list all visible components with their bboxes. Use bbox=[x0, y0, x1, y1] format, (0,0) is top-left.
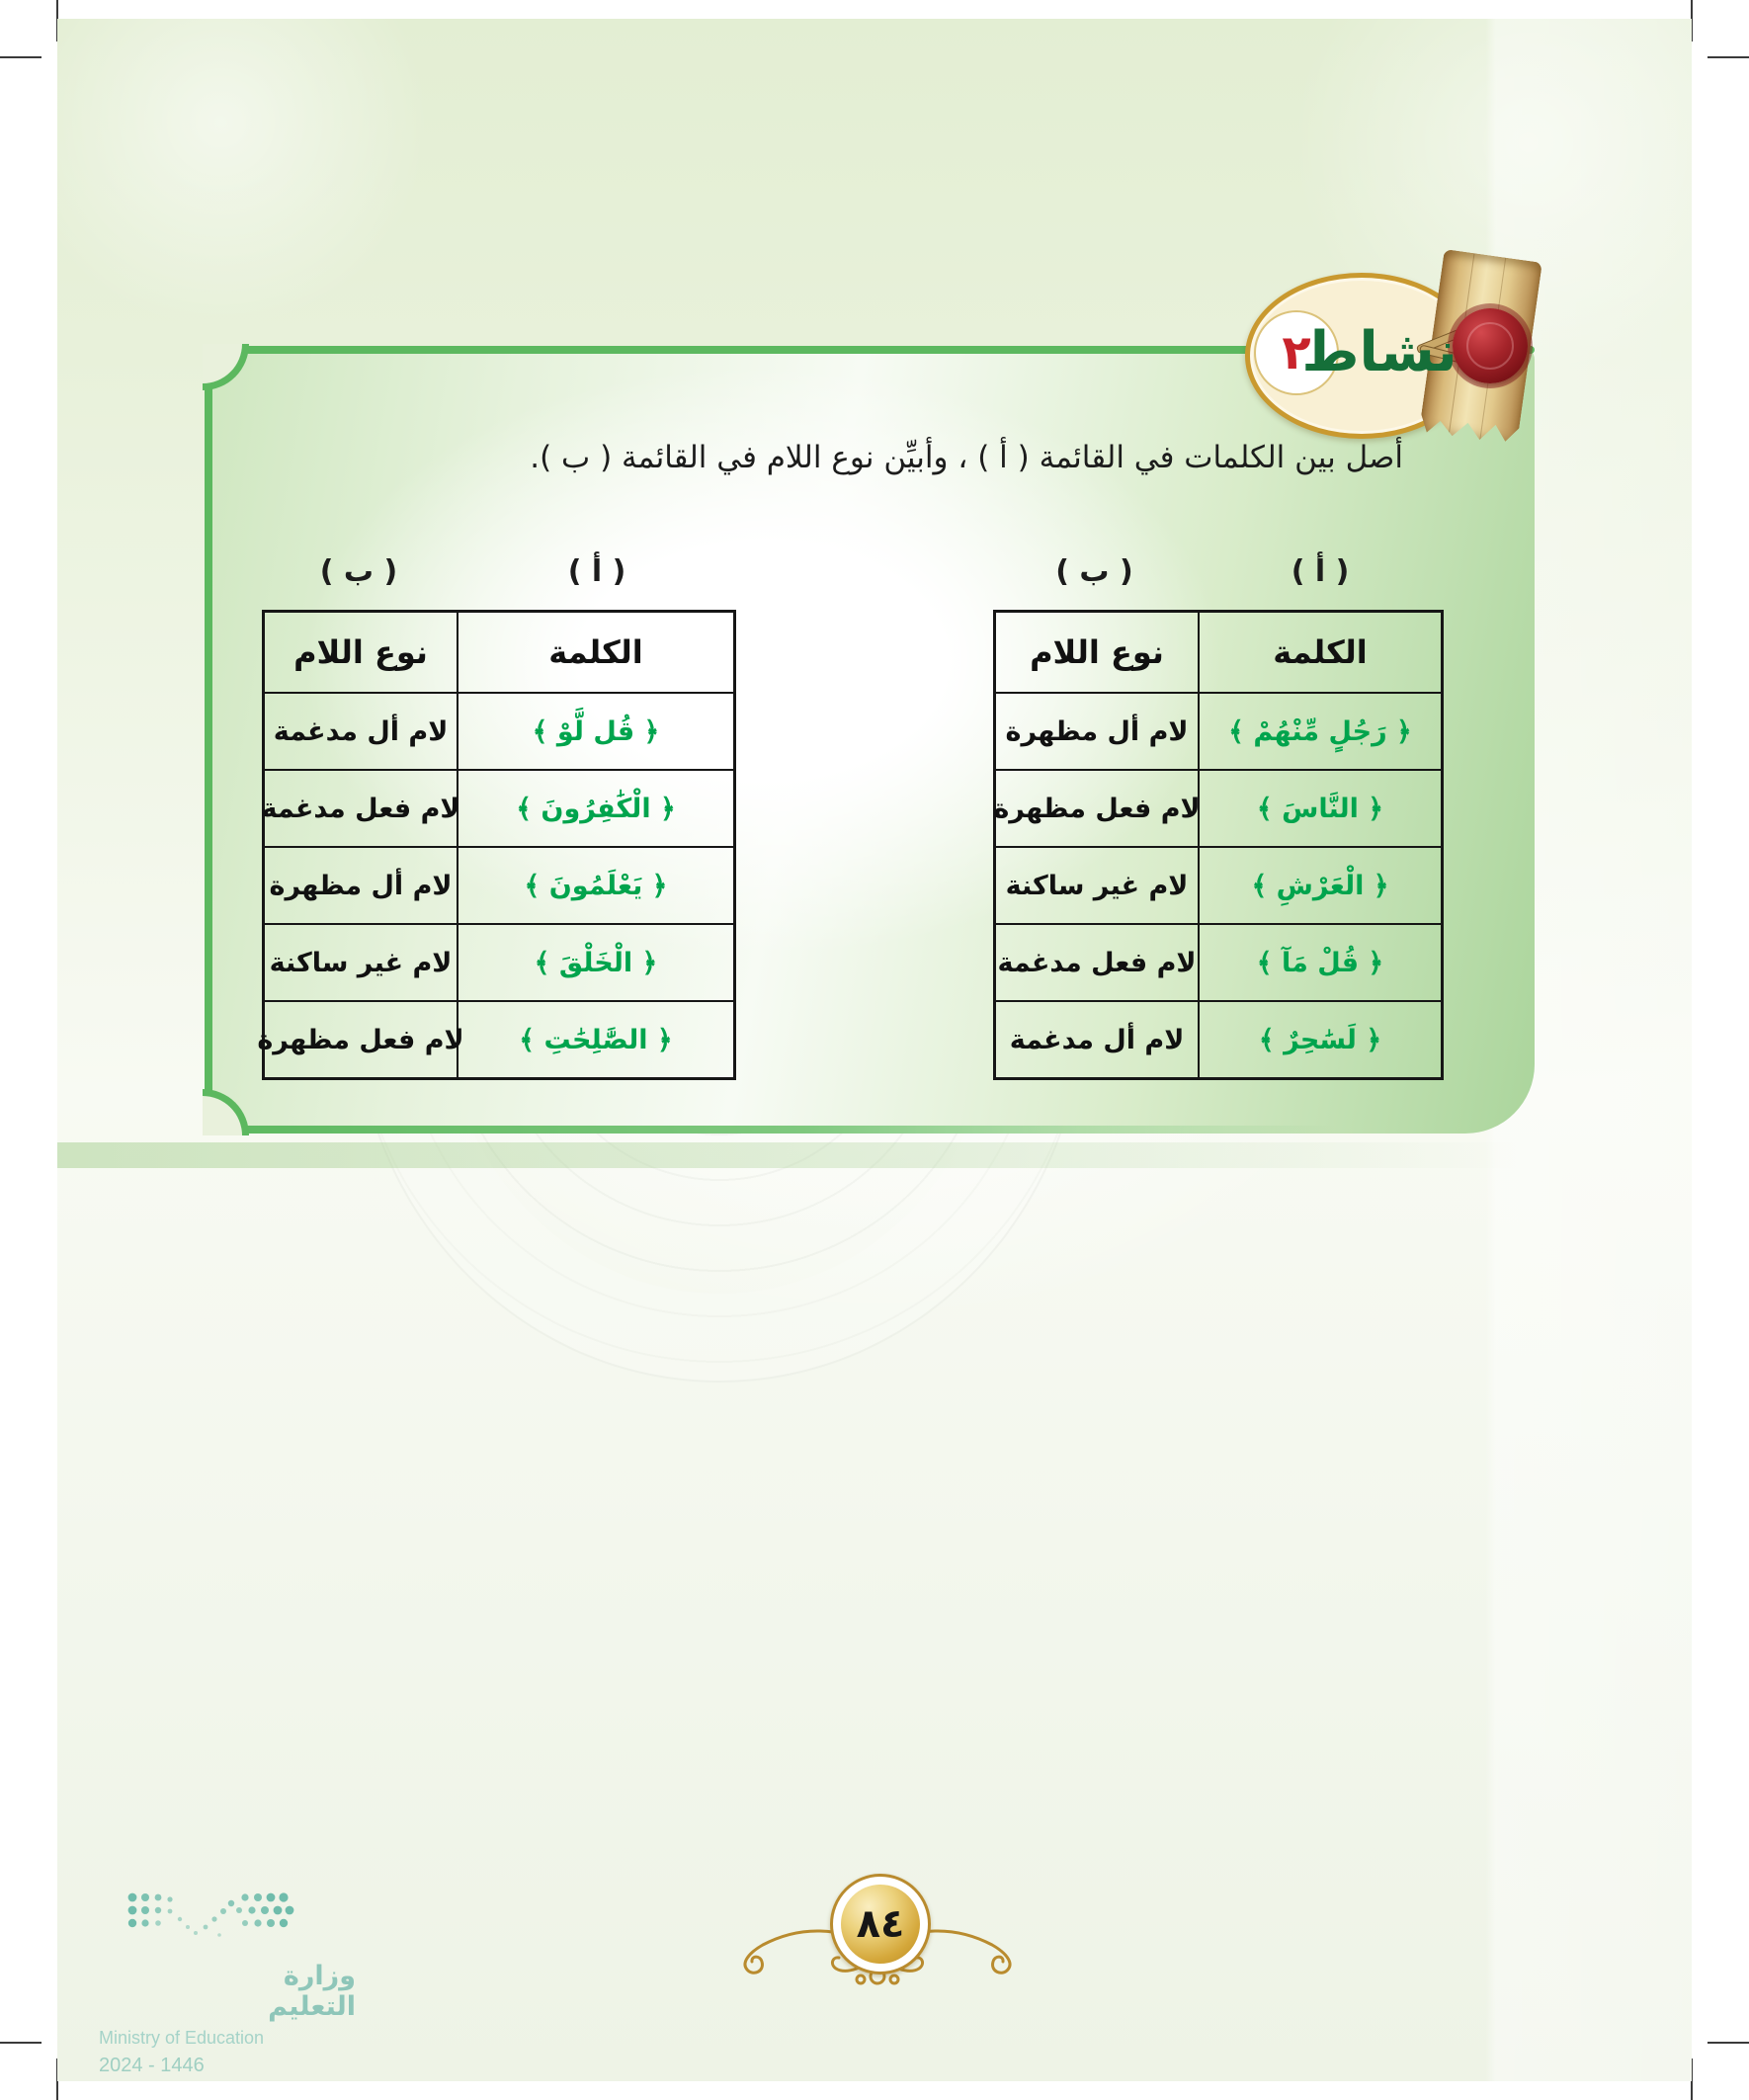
frame-border-top bbox=[205, 346, 1535, 354]
column-label-a: ( أ ) bbox=[567, 553, 626, 589]
quran-word: ﴿ النَّاسَ ﴾ bbox=[1199, 770, 1442, 847]
activity-label: نشاط bbox=[1301, 319, 1458, 384]
word-header: الكلمة bbox=[1199, 612, 1442, 693]
ministry-dots-icon bbox=[127, 1892, 294, 1937]
quran-word: ﴿ قُلْ مَآ ﴾ bbox=[1199, 924, 1442, 1001]
ministry-name-english: Ministry of Education bbox=[99, 2028, 265, 2048]
quran-word: ﴿ لَسَٰحِرٌ ﴾ bbox=[1199, 1001, 1442, 1078]
lam-type: لام أل مدغمة bbox=[264, 693, 458, 770]
word-header: الكلمة bbox=[458, 612, 734, 693]
frame-border-left bbox=[205, 346, 212, 1134]
activity-number-circle: ٢ bbox=[1254, 310, 1339, 395]
crop-mark bbox=[1707, 2042, 1749, 2044]
instruction-text: أصل بين الكلمات في القائمة ( أ ) ، وأبيِ… bbox=[530, 440, 1403, 475]
lam-type: لام فعل مظهرة bbox=[993, 770, 1201, 847]
lam-type: لام فعل مظهرة bbox=[257, 1001, 464, 1078]
column-label-b: ( ب ) bbox=[319, 553, 398, 589]
frame-corner-notch bbox=[203, 344, 249, 390]
quran-word: ﴿ الْكَٰفِرُونَ ﴾ bbox=[458, 770, 734, 847]
lam-header: نوع اللام bbox=[264, 612, 458, 693]
crop-mark bbox=[0, 2042, 42, 2044]
wax-seal-icon bbox=[1453, 308, 1528, 383]
frame-border-bottom bbox=[205, 1126, 1535, 1134]
frame-corner-notch bbox=[203, 1089, 249, 1135]
activity-panel bbox=[203, 344, 1535, 1135]
lam-type: لام فعل مدغمة bbox=[995, 924, 1199, 1001]
quran-word: ﴿ الصَّٰلِحَٰتِ ﴾ bbox=[458, 1001, 734, 1078]
activity-number: ٢ bbox=[1282, 325, 1311, 380]
matching-table-right: الكلمة نوع اللام ﴿ رَجُلٍ مِّنْهُمْ ﴾ لا… bbox=[993, 610, 1444, 1080]
crop-mark bbox=[1707, 56, 1749, 58]
lam-type: لام غير ساكنة bbox=[995, 847, 1199, 924]
quran-word: ﴿ الْعَرْشِ ﴾ bbox=[1199, 847, 1442, 924]
crop-mark bbox=[1691, 2058, 1693, 2100]
page-number: ٨٤ bbox=[856, 1901, 905, 1947]
page-number-disc: ٨٤ bbox=[841, 1885, 920, 1964]
quran-word: ﴿ قُل لَّوْ ﴾ bbox=[458, 693, 734, 770]
lam-type: لام غير ساكنة bbox=[264, 924, 458, 1001]
lam-type: لام فعل مدغمة bbox=[262, 770, 459, 847]
page-number-medallion: ٨٤ bbox=[830, 1874, 931, 1974]
quran-word: ﴿ رَجُلٍ مِّنْهُمْ ﴾ bbox=[1199, 693, 1442, 770]
quran-word: ﴿ الْخَلْقَ ﴾ bbox=[458, 924, 734, 1001]
edition-year: 2024 - 1446 bbox=[99, 2055, 205, 2076]
lam-header: نوع اللام bbox=[995, 612, 1199, 693]
quran-word: ﴿ يَعْلَمُونَ ﴾ bbox=[458, 847, 734, 924]
lam-type: لام أل مظهرة bbox=[264, 847, 458, 924]
crop-mark bbox=[1691, 0, 1693, 42]
lam-type: لام أل مدغمة bbox=[995, 1001, 1199, 1078]
lam-type: لام أل مظهرة bbox=[995, 693, 1199, 770]
ministry-name-arabic: وزارة التعليم bbox=[268, 1961, 356, 2022]
crop-mark bbox=[0, 56, 42, 58]
decorative-band bbox=[57, 1142, 1520, 1168]
ministry-logo: وزارة التعليم Ministry of Education 2024… bbox=[99, 1890, 356, 2077]
column-label-a: ( أ ) bbox=[1291, 553, 1350, 589]
column-label-b: ( ب ) bbox=[1055, 553, 1133, 589]
matching-table-left: الكلمة نوع اللام ﴿ قُل لَّوْ ﴾ لام أل مد… bbox=[257, 610, 736, 1080]
